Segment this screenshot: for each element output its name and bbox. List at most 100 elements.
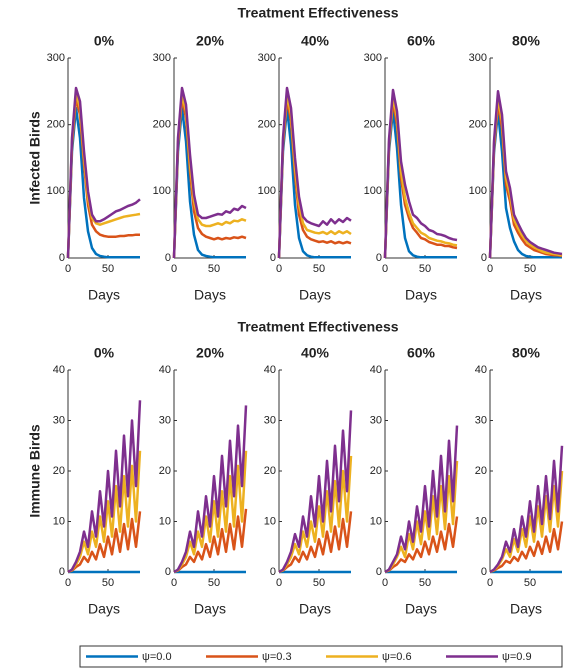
x-tick-label: 0 <box>276 577 282 589</box>
x-axis-label: Days <box>405 287 437 303</box>
y-tick-label: 200 <box>469 119 487 131</box>
series-line <box>278 455 353 574</box>
y-tick-label: 40 <box>370 364 382 376</box>
series-line <box>173 508 248 574</box>
legend-label: ψ=0.9 <box>502 651 532 663</box>
y-tick-label: 0 <box>165 566 171 578</box>
y-tick-label: 300 <box>153 52 171 64</box>
series-line <box>489 521 564 574</box>
panel-title: 80% <box>512 345 541 361</box>
series-line <box>66 86 141 259</box>
x-tick-label: 50 <box>419 263 431 275</box>
y-tick-label: 30 <box>475 414 487 426</box>
legend-box <box>79 645 563 668</box>
y-axis-label: Immune Birds <box>27 424 43 518</box>
x-tick-label: 50 <box>313 263 325 275</box>
panel-title: 60% <box>407 33 436 49</box>
x-tick-label: 0 <box>382 263 388 275</box>
series-line <box>66 91 141 259</box>
y-tick-label: 0 <box>481 252 487 264</box>
series-line <box>173 405 248 574</box>
series-line <box>488 110 562 259</box>
series-line <box>384 425 459 574</box>
y-tick-label: 0 <box>481 566 487 578</box>
x-tick-label: 0 <box>171 577 177 589</box>
y-tick-label: 20 <box>264 465 276 477</box>
x-tick-label: 50 <box>524 577 536 589</box>
y-tick-label: 200 <box>364 119 382 131</box>
y-tick-label: 40 <box>264 364 276 376</box>
x-axis-label: Days <box>299 287 331 303</box>
suptitle: Treatment Effectiveness <box>237 319 398 335</box>
suptitle: Treatment Effectiveness <box>237 5 398 21</box>
y-tick-label: 200 <box>47 119 65 131</box>
x-tick-label: 0 <box>171 263 177 275</box>
y-tick-label: 30 <box>159 414 171 426</box>
x-tick-label: 0 <box>487 263 493 275</box>
panel-title: 60% <box>407 345 436 361</box>
series-line <box>277 86 352 259</box>
x-axis-label: Days <box>510 287 542 303</box>
y-tick-label: 300 <box>47 52 65 64</box>
y-tick-label: 0 <box>376 252 382 264</box>
panel-title: 40% <box>301 345 330 361</box>
y-tick-label: 30 <box>53 414 65 426</box>
x-axis-label: Days <box>88 287 120 303</box>
y-tick-label: 20 <box>159 465 171 477</box>
series-line <box>277 106 351 259</box>
y-tick-label: 0 <box>59 252 65 264</box>
y-tick-label: 0 <box>376 566 382 578</box>
y-tick-label: 0 <box>270 252 276 264</box>
y-tick-label: 40 <box>159 364 171 376</box>
panel-title: 0% <box>94 33 115 49</box>
series-line <box>172 106 246 259</box>
y-tick-label: 100 <box>47 185 65 197</box>
y-tick-label: 20 <box>53 465 65 477</box>
series-line <box>488 96 563 259</box>
x-tick-label: 50 <box>208 263 220 275</box>
y-tick-label: 100 <box>153 185 171 197</box>
y-tick-label: 40 <box>475 364 487 376</box>
y-tick-label: 10 <box>475 515 487 527</box>
series-line <box>278 410 353 574</box>
legend-label: ψ=0.6 <box>382 651 412 663</box>
panel-title: 0% <box>94 345 115 361</box>
x-axis-label: Days <box>88 601 120 617</box>
y-tick-label: 40 <box>53 364 65 376</box>
series-line <box>488 102 563 259</box>
x-tick-label: 0 <box>487 577 493 589</box>
x-tick-label: 50 <box>102 577 114 589</box>
y-tick-label: 0 <box>165 252 171 264</box>
y-tick-label: 100 <box>364 185 382 197</box>
x-tick-label: 50 <box>313 577 325 589</box>
x-tick-label: 0 <box>65 263 71 275</box>
y-tick-label: 300 <box>258 52 276 64</box>
legend-label: ψ=0.0 <box>142 651 172 663</box>
x-tick-label: 50 <box>208 577 220 589</box>
y-tick-label: 30 <box>370 414 382 426</box>
y-tick-label: 10 <box>53 515 65 527</box>
series-line <box>383 88 458 259</box>
x-axis-label: Days <box>510 601 542 617</box>
x-tick-label: 50 <box>419 577 431 589</box>
x-axis-label: Days <box>194 601 226 617</box>
series-line <box>67 450 142 574</box>
y-tick-label: 300 <box>469 52 487 64</box>
series-line <box>384 516 459 574</box>
series-line <box>66 106 140 259</box>
y-tick-label: 300 <box>364 52 382 64</box>
panel-title: 80% <box>512 33 541 49</box>
y-tick-label: 30 <box>264 414 276 426</box>
y-tick-label: 20 <box>475 465 487 477</box>
series-line <box>383 100 458 259</box>
y-axis-label: Infected Birds <box>27 111 43 205</box>
panel-title: 20% <box>196 345 225 361</box>
x-tick-label: 0 <box>276 263 282 275</box>
x-tick-label: 50 <box>524 263 536 275</box>
x-tick-label: 0 <box>382 577 388 589</box>
series-line <box>383 108 457 259</box>
y-tick-label: 10 <box>264 515 276 527</box>
x-axis-label: Days <box>299 601 331 617</box>
y-tick-label: 200 <box>258 119 276 131</box>
y-tick-label: 20 <box>370 465 382 477</box>
